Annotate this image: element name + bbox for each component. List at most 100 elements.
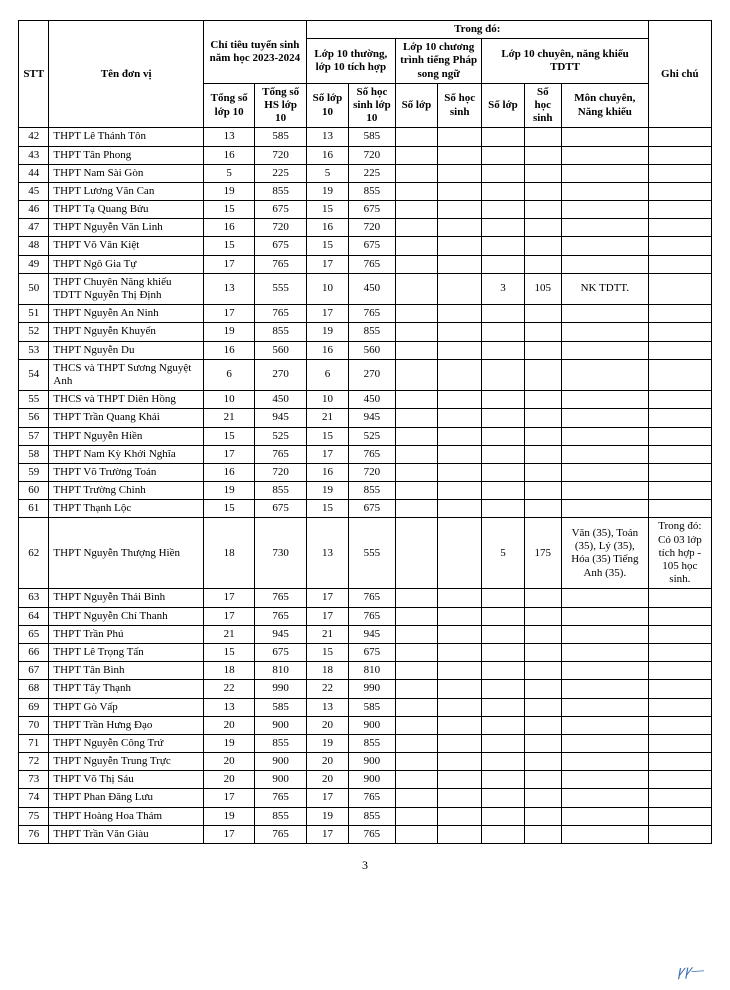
cell-lop-thuong: 17 xyxy=(306,589,348,607)
table-row: 65THPT Trần Phú2194521945 xyxy=(19,625,712,643)
cell-name: THPT Nam Sài Gòn xyxy=(49,164,203,182)
cell-total-hs: 675 xyxy=(255,500,307,518)
cell-stt: 52 xyxy=(19,323,49,341)
cell-lop-chuyen xyxy=(482,680,524,698)
signature-mark: ꝩꝩ— xyxy=(676,960,704,981)
cell-name: THPT Tân Phong xyxy=(49,146,203,164)
cell-total-lop: 16 xyxy=(203,463,254,481)
cell-stt: 46 xyxy=(19,201,49,219)
cell-hs-phap xyxy=(437,753,481,771)
cell-lop-phap xyxy=(395,146,437,164)
cell-total-hs: 900 xyxy=(255,716,307,734)
cell-lop-phap xyxy=(395,128,437,146)
cell-ghichu xyxy=(648,445,711,463)
cell-total-lop: 15 xyxy=(203,500,254,518)
cell-mon xyxy=(561,427,648,445)
cell-name: THPT Phan Đăng Lưu xyxy=(49,789,203,807)
cell-name: THPT Hoàng Hoa Thám xyxy=(49,807,203,825)
cell-hs-thuong: 855 xyxy=(349,482,396,500)
cell-mon xyxy=(561,409,648,427)
cell-lop-thuong: 13 xyxy=(306,698,348,716)
cell-name: THPT Nguyễn Du xyxy=(49,341,203,359)
cell-stt: 65 xyxy=(19,625,49,643)
cell-hs-phap xyxy=(437,391,481,409)
table-row: 47THPT Nguyễn Văn Linh1672016720 xyxy=(19,219,712,237)
cell-total-lop: 17 xyxy=(203,445,254,463)
cell-hs-phap xyxy=(437,409,481,427)
cell-lop-thuong: 15 xyxy=(306,643,348,661)
cell-hs-phap xyxy=(437,164,481,182)
cell-mon xyxy=(561,164,648,182)
cell-stt: 45 xyxy=(19,182,49,200)
cell-lop-thuong: 6 xyxy=(306,359,348,390)
cell-stt: 60 xyxy=(19,482,49,500)
cell-lop-chuyen xyxy=(482,734,524,752)
hdr-solop-c: Số lớp xyxy=(482,83,524,128)
cell-ghichu xyxy=(648,825,711,843)
cell-lop-thuong: 17 xyxy=(306,255,348,273)
cell-mon xyxy=(561,716,648,734)
cell-mon xyxy=(561,771,648,789)
cell-hs-chuyen xyxy=(524,589,561,607)
cell-hs-chuyen xyxy=(524,341,561,359)
cell-total-lop: 22 xyxy=(203,680,254,698)
cell-lop-chuyen xyxy=(482,182,524,200)
hdr-lop10thuong: Lớp 10 thường, lớp 10 tích hợp xyxy=(306,39,395,84)
cell-name: THPT Võ Trường Toản xyxy=(49,463,203,481)
cell-name: THPT Nguyễn Thượng Hiền xyxy=(49,518,203,589)
cell-lop-thuong: 13 xyxy=(306,128,348,146)
cell-lop-chuyen xyxy=(482,409,524,427)
table-row: 74THPT Phan Đăng Lưu1776517765 xyxy=(19,789,712,807)
cell-ghichu xyxy=(648,789,711,807)
cell-mon xyxy=(561,255,648,273)
cell-mon xyxy=(561,734,648,752)
cell-ghichu xyxy=(648,463,711,481)
cell-ghichu xyxy=(648,359,711,390)
cell-name: THPT Chuyên Năng khiếu TDTT Nguyễn Thị Đ… xyxy=(49,273,203,304)
cell-stt: 43 xyxy=(19,146,49,164)
cell-ghichu xyxy=(648,323,711,341)
cell-hs-thuong: 675 xyxy=(349,643,396,661)
cell-lop-thuong: 20 xyxy=(306,771,348,789)
hdr-lop10chuyen: Lớp 10 chuyên, năng khiếu TDTT xyxy=(482,39,648,84)
cell-ghichu xyxy=(648,771,711,789)
cell-name: THPT Trần Văn Giàu xyxy=(49,825,203,843)
table-row: 71THPT Nguyễn Công Trứ1985519855 xyxy=(19,734,712,752)
cell-hs-thuong: 675 xyxy=(349,500,396,518)
cell-mon xyxy=(561,789,648,807)
cell-name: THPT Lê Thánh Tôn xyxy=(49,128,203,146)
table-row: 61THPT Thạnh Lộc1567515675 xyxy=(19,500,712,518)
cell-hs-chuyen xyxy=(524,500,561,518)
cell-hs-thuong: 765 xyxy=(349,445,396,463)
cell-lop-phap xyxy=(395,391,437,409)
cell-stt: 58 xyxy=(19,445,49,463)
cell-lop-chuyen xyxy=(482,341,524,359)
cell-lop-phap xyxy=(395,201,437,219)
table-row: 75THPT Hoàng Hoa Thám1985519855 xyxy=(19,807,712,825)
cell-lop-thuong: 19 xyxy=(306,807,348,825)
cell-mon xyxy=(561,643,648,661)
cell-lop-chuyen xyxy=(482,662,524,680)
cell-total-hs: 990 xyxy=(255,680,307,698)
cell-name: THPT Lê Trọng Tấn xyxy=(49,643,203,661)
cell-stt: 75 xyxy=(19,807,49,825)
cell-total-hs: 765 xyxy=(255,789,307,807)
table-body: 42THPT Lê Thánh Tôn135851358543THPT Tân … xyxy=(19,128,712,844)
cell-total-lop: 16 xyxy=(203,341,254,359)
cell-total-hs: 560 xyxy=(255,341,307,359)
cell-lop-thuong: 20 xyxy=(306,753,348,771)
cell-mon xyxy=(561,201,648,219)
cell-stt: 57 xyxy=(19,427,49,445)
cell-name: THPT Nguyễn Thái Bình xyxy=(49,589,203,607)
cell-mon xyxy=(561,146,648,164)
cell-mon xyxy=(561,182,648,200)
cell-lop-chuyen xyxy=(482,128,524,146)
cell-mon xyxy=(561,680,648,698)
hdr-solop10-a: Số lớp 10 xyxy=(306,83,348,128)
cell-mon xyxy=(561,500,648,518)
cell-name: THPT Lương Văn Can xyxy=(49,182,203,200)
cell-hs-phap xyxy=(437,219,481,237)
cell-hs-phap xyxy=(437,201,481,219)
cell-total-lop: 21 xyxy=(203,409,254,427)
cell-hs-chuyen xyxy=(524,305,561,323)
